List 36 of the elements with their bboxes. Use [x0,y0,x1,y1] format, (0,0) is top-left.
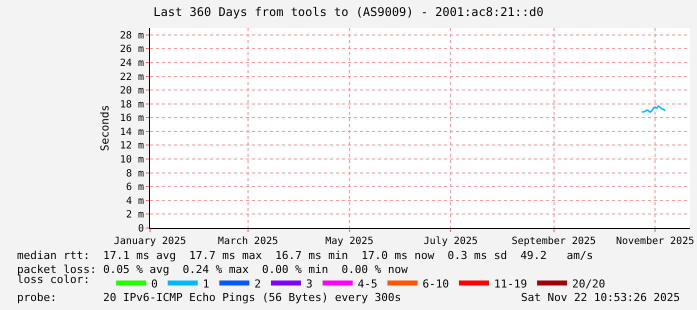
y-tick-label: 8 m [126,168,144,180]
y-axis-title: Seconds [98,104,112,152]
legend-label: 1 [202,277,210,290]
y-tick-label: 22 m [120,72,144,83]
y-tick-label: 4 m [126,196,144,207]
text: packet loss: 0.05 % avg 0.24 % max 0.00 % min 0.00 % now [17,263,408,276]
y-tick-label: 14 m [120,126,144,138]
text: probe: 20 IPv6-ICMP Echo Pings (56 Bytes) every 300s [17,291,402,304]
y-tick-label: 24 m [120,58,144,69]
y-tick-label: 20 m [120,86,144,97]
legend-label: 4-5 [358,277,378,290]
x-tick-label: May 2025 [325,236,374,247]
chart-title: Last 360 Days from tools to (AS9009) - 2001:ac8:21::d0 [153,5,544,20]
x-tick-label: January 2025 [114,236,186,247]
legend-label: 6-10 [422,277,449,290]
legend-label: 0 [151,277,158,290]
line-series [641,105,666,113]
y-tick-label: 12 m [120,140,144,152]
y-tick-label: 10 m [120,154,144,166]
y-tick-label: 16 m [120,113,144,124]
y-tick-label: 0 [138,224,144,234]
y-tick-label: 2 m [126,210,144,221]
text: median rtt: 17.1 ms avg 17.7 ms max 16.7 ms min 17.0 ms now 0.3 ms sd 49.2 am/s [17,249,594,262]
y-tick-label: 26 m [120,44,144,56]
y-tick-label: 6 m [126,182,144,194]
x-tick-label: September 2025 [512,236,596,247]
y-tick-label: 28 m [120,30,144,42]
y-tick-label: 18 m [120,99,144,110]
text: Sat Nov 22 10:53:26 2025 [521,291,680,304]
legend-label: 11-19 [494,277,528,290]
x-tick-label: March 2025 [218,236,278,247]
legend-label: 20/20 [572,277,606,290]
legend-label: 2 [254,277,261,290]
legend-label: 3 [306,277,313,290]
x-tick-label: November 2025 [616,236,694,247]
x-tick-label: July 2025 [424,236,478,247]
